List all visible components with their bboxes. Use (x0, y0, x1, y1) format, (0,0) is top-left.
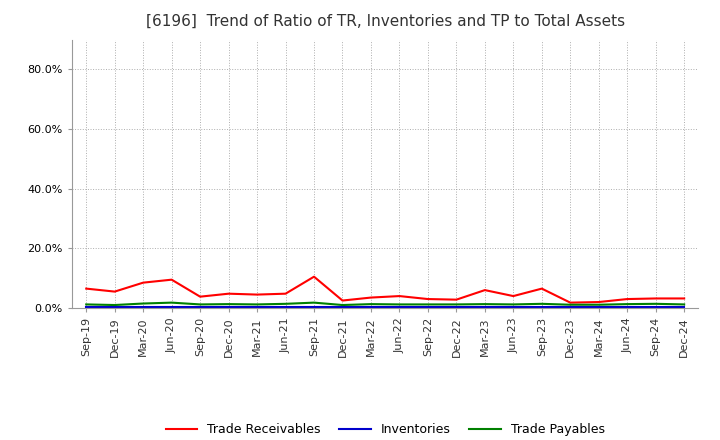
Inventories (139, 305, 148, 310)
Inventories (395, 305, 404, 310)
Trade Payables (509, 302, 518, 307)
Trade Receivables (167, 277, 176, 282)
Trade Receivables (110, 289, 119, 294)
Trade Payables (680, 302, 688, 307)
Inventories (167, 305, 176, 310)
Trade Payables (623, 301, 631, 307)
Trade Payables (110, 302, 119, 308)
Trade Receivables (680, 296, 688, 301)
Inventories (82, 305, 91, 310)
Trade Receivables (366, 295, 375, 300)
Trade Receivables (139, 280, 148, 285)
Trade Payables (452, 302, 461, 307)
Trade Payables (338, 302, 347, 308)
Trade Receivables (196, 294, 204, 299)
Trade Receivables (652, 296, 660, 301)
Trade Payables (167, 300, 176, 305)
Inventories (509, 305, 518, 310)
Trade Receivables (509, 293, 518, 299)
Trade Receivables (253, 292, 261, 297)
Title: [6196]  Trend of Ratio of TR, Inventories and TP to Total Assets: [6196] Trend of Ratio of TR, Inventories… (145, 14, 625, 29)
Trade Payables (595, 302, 603, 308)
Trade Payables (82, 302, 91, 307)
Inventories (652, 305, 660, 310)
Trade Receivables (566, 300, 575, 305)
Trade Payables (225, 301, 233, 307)
Trade Receivables (537, 286, 546, 291)
Trade Payables (395, 302, 404, 307)
Inventories (196, 305, 204, 310)
Inventories (452, 305, 461, 310)
Inventories (338, 305, 347, 310)
Inventories (282, 305, 290, 310)
Inventories (680, 305, 688, 310)
Inventories (225, 305, 233, 310)
Inventories (623, 305, 631, 310)
Line: Trade Payables: Trade Payables (86, 303, 684, 305)
Trade Receivables (423, 297, 432, 302)
Inventories (110, 305, 119, 310)
Trade Receivables (310, 274, 318, 279)
Trade Payables (652, 301, 660, 307)
Inventories (310, 305, 318, 310)
Line: Trade Receivables: Trade Receivables (86, 277, 684, 303)
Inventories (366, 305, 375, 310)
Trade Receivables (623, 297, 631, 302)
Trade Payables (253, 302, 261, 307)
Trade Receivables (282, 291, 290, 296)
Trade Receivables (395, 293, 404, 299)
Trade Receivables (452, 297, 461, 302)
Trade Payables (196, 302, 204, 307)
Trade Payables (366, 301, 375, 307)
Inventories (253, 305, 261, 310)
Trade Receivables (82, 286, 91, 291)
Inventories (480, 305, 489, 310)
Trade Payables (480, 301, 489, 307)
Trade Payables (537, 301, 546, 307)
Inventories (423, 305, 432, 310)
Trade Payables (310, 300, 318, 305)
Inventories (595, 305, 603, 310)
Trade Payables (423, 302, 432, 307)
Trade Receivables (225, 291, 233, 296)
Trade Payables (139, 301, 148, 306)
Trade Payables (566, 302, 575, 308)
Inventories (566, 305, 575, 310)
Legend: Trade Receivables, Inventories, Trade Payables: Trade Receivables, Inventories, Trade Pa… (161, 418, 610, 440)
Trade Receivables (595, 299, 603, 304)
Trade Receivables (480, 287, 489, 293)
Inventories (537, 305, 546, 310)
Trade Receivables (338, 298, 347, 303)
Trade Payables (282, 301, 290, 307)
